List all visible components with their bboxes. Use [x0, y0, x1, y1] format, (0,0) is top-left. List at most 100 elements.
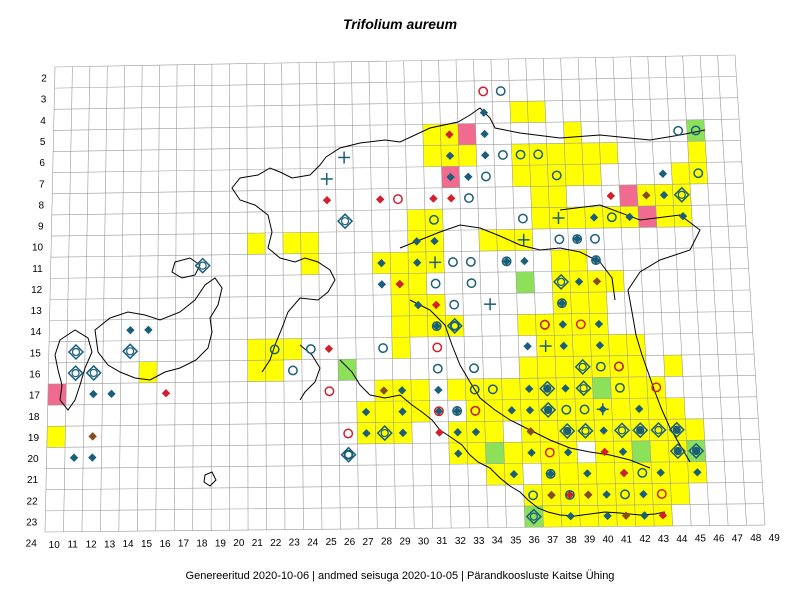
- marker-circle-blue: [554, 234, 565, 245]
- marker-circle-red: [324, 386, 335, 397]
- marker-circle-blue: [517, 213, 528, 224]
- marker-diamond-red: [658, 511, 668, 520]
- marker-circle-blue: [449, 299, 460, 310]
- marker-circle-blue: [693, 168, 704, 179]
- marker-circle-blue: [591, 255, 601, 266]
- grid-square-yellow: [688, 162, 708, 184]
- marker-diamond-brown: [88, 432, 97, 441]
- x-tick-label: 11: [67, 540, 78, 551]
- y-tick-label: 4: [40, 116, 46, 127]
- marker-circle-blue: [557, 298, 567, 309]
- marker-plus-blue: [320, 172, 333, 185]
- x-tick-label: 49: [769, 533, 781, 544]
- marker-circle-blue: [465, 256, 476, 267]
- grid-square-yellow: [503, 442, 523, 464]
- grid-square-yellow: [247, 360, 266, 382]
- marker-diamond-red: [431, 300, 441, 310]
- coastline-mainland: [231, 107, 706, 517]
- grid-square-yellow: [46, 426, 66, 448]
- grid-square-yellow: [540, 441, 560, 464]
- grid-square-yellow: [687, 141, 707, 163]
- x-tick-label: 27: [363, 537, 375, 548]
- x-tick-label: 23: [289, 538, 301, 549]
- marker-diamond-red: [322, 196, 332, 205]
- marker-diamond-red: [395, 279, 404, 289]
- marker-circle-red: [613, 361, 624, 372]
- grid-line-horizontal: [44, 524, 766, 533]
- grid-square-yellow: [556, 398, 576, 421]
- grid-square-yellow: [391, 337, 411, 359]
- grid-square-yellow: [648, 419, 669, 441]
- x-tick-label: 39: [584, 535, 596, 546]
- y-tick-label: 22: [27, 496, 39, 507]
- grid-square-yellow: [391, 294, 410, 317]
- marker-diamond-blue: [464, 172, 473, 181]
- marker-diamond-red: [435, 428, 444, 437]
- grid-square-yellow: [565, 164, 584, 186]
- x-tick-label: 37: [547, 535, 559, 546]
- marker-diamond-blue: [658, 169, 668, 178]
- x-tick-label: 30: [418, 536, 430, 547]
- x-tick-label: 47: [732, 533, 744, 544]
- marker-diamond-red: [376, 195, 385, 204]
- marker-circle-blue: [431, 321, 442, 332]
- marker-diamond-brown: [621, 511, 631, 520]
- marker-diamond-blue: [527, 448, 536, 457]
- marker-diamond-blue: [603, 511, 612, 521]
- grid-square-yellow: [652, 483, 672, 505]
- marker-target-blue: [669, 443, 686, 460]
- grid-square-yellow: [375, 422, 395, 444]
- marker-circle-blue: [620, 489, 630, 500]
- marker-circle-blue: [673, 125, 684, 136]
- grid-square-yellow: [247, 338, 266, 361]
- marker-diamond-blue: [377, 258, 386, 268]
- grid-line-horizontal: [49, 289, 751, 300]
- marker-circle-blue: [269, 344, 280, 355]
- marker-circle-red: [539, 319, 550, 330]
- marker-diamond-brown: [379, 386, 389, 395]
- marker-circle-blue: [378, 343, 389, 354]
- grid-square-yellow: [496, 229, 516, 251]
- grid-square-yellow: [609, 355, 629, 378]
- grid-square-yellow: [517, 314, 537, 336]
- grid-square-yellow: [542, 505, 562, 528]
- map-title: Trifolium aureum: [342, 16, 458, 32]
- grid-square-yellow: [300, 232, 319, 254]
- marker-circle-blue: [579, 404, 590, 415]
- x-tick-label: 34: [492, 536, 504, 547]
- grid-line-horizontal: [54, 76, 737, 89]
- marker-diamond-blue: [559, 341, 568, 351]
- x-tick-label: 38: [566, 535, 578, 546]
- grid-square-yellow: [672, 184, 692, 206]
- x-tick-label: 12: [86, 540, 98, 551]
- marker-target-blue: [336, 213, 354, 230]
- marker-diamond-blue: [557, 299, 567, 308]
- marker-circle-blue: [448, 257, 458, 268]
- marker-diamond-blue: [434, 385, 443, 395]
- marker-plus-blue: [338, 151, 351, 164]
- marker-target-blue: [85, 364, 102, 381]
- x-tick-label: 40: [603, 535, 615, 546]
- marker-diamond-blue: [69, 453, 79, 462]
- marker-diamond-blue: [678, 211, 688, 221]
- marker-diamond-red: [161, 389, 171, 398]
- x-tick-label: 15: [141, 539, 153, 550]
- grid-line-horizontal: [53, 118, 740, 131]
- grid-line-horizontal: [49, 311, 752, 321]
- grid-square-green: [338, 359, 357, 381]
- grid-square-yellow: [501, 378, 521, 400]
- marker-target-blue: [539, 380, 556, 397]
- marker-target-blue: [553, 273, 570, 290]
- marker-diamond-blue: [525, 405, 535, 415]
- marker-diamond-blue: [546, 469, 555, 479]
- marker-diamond-blue: [602, 490, 611, 499]
- marker-circle-blue: [469, 384, 480, 395]
- grid-square-yellow: [685, 418, 705, 441]
- grid-square-yellow: [531, 207, 551, 230]
- marker-diamond-blue: [88, 453, 97, 462]
- marker-plus-blue: [552, 211, 565, 224]
- grid-square-yellow: [478, 229, 498, 252]
- grid-line-horizontal: [45, 481, 763, 491]
- grid-square-yellow: [465, 400, 485, 422]
- marker-plus-blue: [539, 340, 552, 353]
